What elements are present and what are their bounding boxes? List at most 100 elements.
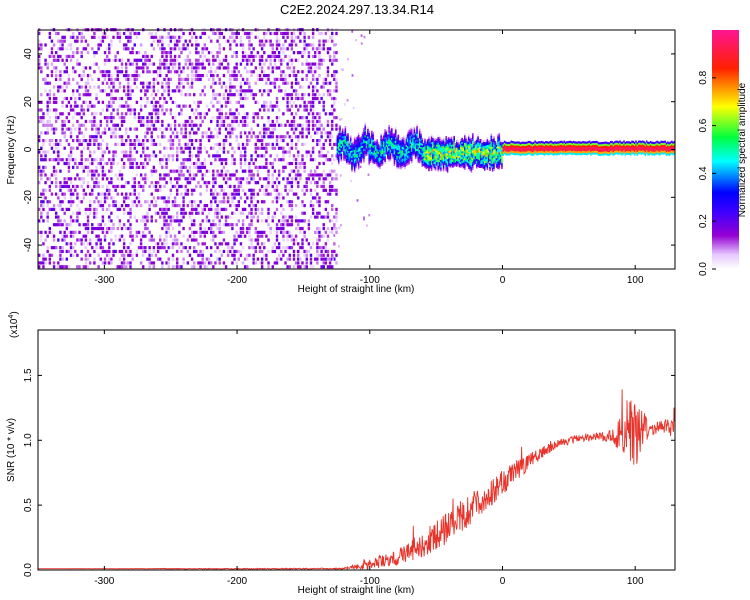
spectrogram-cell: [120, 234, 124, 238]
spectrogram-cell: [201, 249, 204, 254]
spectrogram-cell: [216, 203, 219, 208]
spectrogram-cell: [294, 226, 298, 231]
spectrogram-cell: [150, 43, 153, 47]
spectrogram-cell: [69, 108, 73, 112]
spectrogram-cell: [50, 54, 54, 59]
spectrogram-cell: [343, 143, 345, 146]
spectrogram-cell: [282, 81, 285, 85]
spectrogram-cell: [401, 150, 404, 153]
spectrogram-cell: [418, 138, 421, 141]
spectrogram-cell: [311, 203, 315, 208]
spectrogram-cell: [376, 158, 379, 161]
spectrogram-cell: [288, 135, 291, 139]
spectrogram-cell: [408, 129, 410, 132]
spectrogram-cell: [116, 35, 119, 39]
spectrogram-cell: [301, 123, 304, 127]
spectrogram-cell: [393, 144, 396, 147]
spectrogram-cell: [171, 200, 175, 204]
spectrogram-cell: [337, 127, 340, 130]
spectrogram-cell: [76, 253, 79, 257]
spectrogram-cell: [438, 144, 441, 147]
spectrogram-cell: [82, 35, 85, 39]
spectrogram-cell: [127, 249, 130, 254]
spectrogram-cell: [363, 145, 365, 148]
spectrogram-cell: [182, 123, 185, 127]
spectrogram-cell: [48, 31, 52, 36]
spectrogram-cell: [112, 127, 115, 131]
spectrogram-cell: [93, 116, 96, 120]
spectrogram-cell: [303, 51, 306, 55]
spectrogram-cell: [299, 51, 302, 55]
spectrogram-cell: [105, 70, 109, 74]
spectrogram-cell: [334, 97, 337, 100]
spectrogram-cell: [420, 131, 422, 134]
spectrogram-cell: [218, 219, 221, 223]
spectrogram-cell: [353, 149, 356, 152]
spectrogram-cell: [252, 93, 255, 97]
spectrogram-cell: [331, 135, 334, 139]
spectrogram-cell: [398, 147, 401, 150]
spectrogram-cell: [190, 200, 194, 204]
spectrogram-cell: [76, 203, 79, 208]
spectrogram-cell: [316, 215, 319, 219]
spectrogram-cell: [366, 224, 368, 227]
spectrogram-cell: [59, 73, 62, 78]
spectrogram-cell: [379, 155, 381, 158]
spectrogram-cell: [46, 73, 49, 78]
spectrogram-cell: [318, 31, 321, 36]
spectrogram-cell: [297, 51, 300, 55]
spectrogram-cell: [360, 153, 363, 156]
spectrogram-cell: [105, 184, 109, 189]
spectrogram-cell: [203, 242, 207, 246]
spectrogram-cell: [380, 157, 382, 161]
spectrogram-cell: [212, 135, 215, 139]
spectrogram-cell: [383, 148, 385, 151]
spectrogram-cell: [214, 93, 217, 97]
spectrogram-cell: [363, 139, 365, 142]
spectrogram-cell: [256, 165, 260, 169]
spectrogram-cell: [38, 135, 41, 139]
spectrogram-cell: [277, 242, 281, 246]
spectrogram-cell: [252, 70, 255, 74]
spectrogram-cell: [417, 160, 420, 163]
spectrogram-cell: [426, 143, 429, 146]
spectrogram-cell: [42, 203, 45, 208]
spectrogram-cell: [357, 148, 360, 151]
spectrogram-cell: [161, 43, 164, 47]
spectrogram-cell: [250, 177, 253, 181]
spectrogram-cell: [305, 127, 308, 131]
spectrogram-cell: [282, 223, 285, 227]
spectrogram-cell: [84, 127, 88, 131]
spectrogram-cell: [405, 161, 408, 164]
spectrogram-cell: [422, 160, 425, 163]
spectrogram-cell: [65, 138, 69, 143]
spectrogram-cell: [95, 215, 98, 219]
spectrogram-cell: [233, 242, 236, 246]
spectrogram-cell: [214, 70, 217, 74]
spectrogram-cell: [226, 223, 230, 227]
spectrogram-cell: [409, 156, 412, 160]
spectrogram-cell: [339, 156, 341, 159]
spectrogram-cell: [421, 143, 424, 146]
spectrogram-cell: [44, 150, 47, 154]
spectrogram-cell: [44, 58, 47, 62]
spectrogram-cell: [154, 31, 158, 36]
spectrogram-cell: [408, 137, 410, 140]
spectrogram-cell: [441, 149, 444, 152]
spectrogram-cell: [69, 203, 73, 208]
spectrogram-cell: [294, 165, 298, 169]
spectrogram-cell: [288, 200, 291, 204]
spectrogram-cell: [180, 169, 183, 173]
spectrogram-cell: [250, 43, 253, 47]
spectrogram-cell: [331, 154, 334, 158]
spectrogram-cell: [402, 154, 405, 158]
spectrogram-cell: [372, 132, 375, 135]
spectrogram-cell: [201, 131, 204, 135]
spectrogram-cell: [180, 207, 183, 212]
spectrogram-cell: [316, 257, 319, 261]
spectrogram-cell: [394, 129, 397, 132]
spectrogram-cell: [120, 261, 124, 265]
spectrogram-cell: [349, 162, 352, 165]
spectrogram-cell: [256, 100, 260, 104]
spectrogram-cell: [78, 112, 81, 116]
